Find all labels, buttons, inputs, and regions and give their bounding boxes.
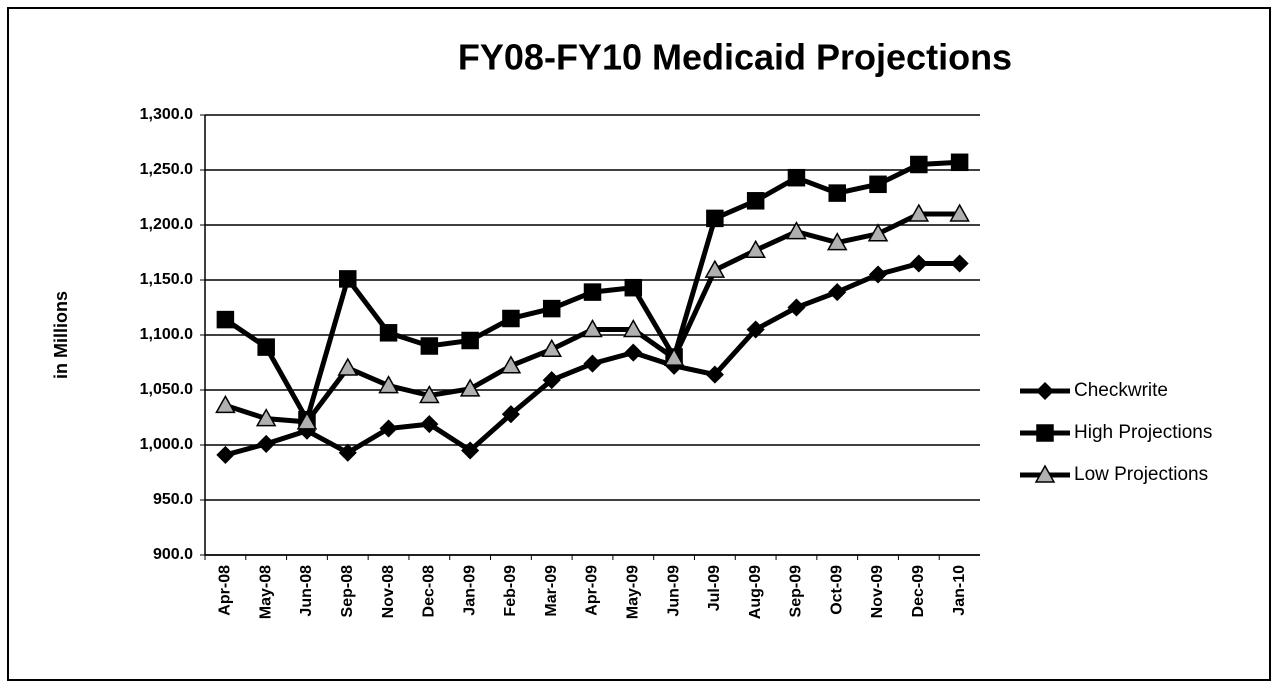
data-point [706,209,724,228]
data-point [704,259,726,278]
data-point [420,337,439,355]
data-point [908,203,930,222]
x-tick-label: Jan-10 [951,565,968,616]
x-tick-label: Nov-08 [380,565,397,618]
data-point [786,221,807,240]
x-tick-label: Apr-08 [217,565,234,616]
data-point [583,354,602,373]
legend-marker [1036,424,1054,442]
data-point [746,192,765,210]
x-tick-label: Nov-09 [869,565,886,618]
legend-marker [1034,464,1056,483]
data-point [378,375,399,394]
y-tick-label: 900.0 [153,546,193,563]
data-point [949,203,970,222]
data-point [501,405,520,424]
legend-marker [1035,381,1055,401]
data-point [215,394,236,414]
data-point [583,283,602,301]
data-point [257,338,275,356]
data-point [909,254,928,273]
x-tick-label: Apr-09 [584,565,601,616]
legend-label: High Projections [1074,422,1212,443]
data-point [867,223,889,242]
data-point [828,283,847,302]
data-point [663,347,685,366]
y-tick-label: 1,150.0 [140,271,193,288]
x-tick-label: May-08 [257,565,274,619]
data-point [500,355,522,374]
data-point [420,415,439,434]
data-point [828,184,846,202]
data-point [950,254,969,273]
data-point [787,168,806,187]
x-tick-label: Jun-09 [665,565,682,617]
data-point [705,365,724,384]
y-axis-label: in Millions [51,291,71,379]
data-point [379,324,398,342]
y-tick-label: 1,000.0 [140,436,193,453]
x-tick-label: May-09 [625,565,642,619]
x-tick-label: Oct-09 [828,565,845,615]
x-tick-label: Feb-09 [502,565,519,617]
data-point [338,443,357,462]
x-tick-label: Sep-08 [339,565,356,618]
data-point [379,419,398,438]
data-point [787,298,806,317]
x-tick-label: Aug-09 [747,565,764,619]
data-point [502,309,520,328]
x-tick-label: Sep-09 [788,565,805,618]
data-point [419,384,440,404]
data-point [541,338,562,358]
x-tick-label: Jun-08 [298,565,315,617]
data-point [869,175,887,194]
data-point [745,239,766,259]
data-point [746,320,765,339]
data-point [459,378,481,397]
x-tick-label: Dec-08 [421,565,438,618]
data-point [624,343,643,362]
y-tick-label: 1,100.0 [140,326,193,343]
data-point [868,265,888,284]
data-point [257,434,276,453]
legend-label: Low Projections [1074,464,1208,485]
y-tick-label: 1,200.0 [140,216,193,233]
data-point [910,155,928,174]
data-point [624,278,643,297]
data-point [337,357,359,376]
data-point [826,232,848,251]
data-point [296,411,318,430]
data-point [216,445,235,464]
legend-label: Checkwrite [1074,380,1168,401]
y-tick-label: 950.0 [153,491,193,508]
chart-title: FY08-FY10 Medicaid Projections [458,37,1012,78]
x-tick-label: Dec-09 [910,565,927,618]
x-tick-label: Jul-09 [706,565,723,611]
data-point [461,441,480,460]
chart-border [7,7,1271,681]
y-tick-label: 1,050.0 [140,381,193,398]
y-tick-label: 1,300.0 [140,106,193,123]
x-tick-label: Mar-09 [543,565,560,617]
data-point [623,318,644,338]
data-point [542,371,561,390]
x-tick-label: Jan-09 [461,565,478,616]
data-point [582,318,603,338]
data-point [216,310,235,329]
data-point [950,153,969,172]
y-tick-label: 1,250.0 [140,161,193,178]
data-point [339,270,357,288]
data-point [255,408,277,427]
data-point [461,331,479,350]
data-point [542,299,561,318]
